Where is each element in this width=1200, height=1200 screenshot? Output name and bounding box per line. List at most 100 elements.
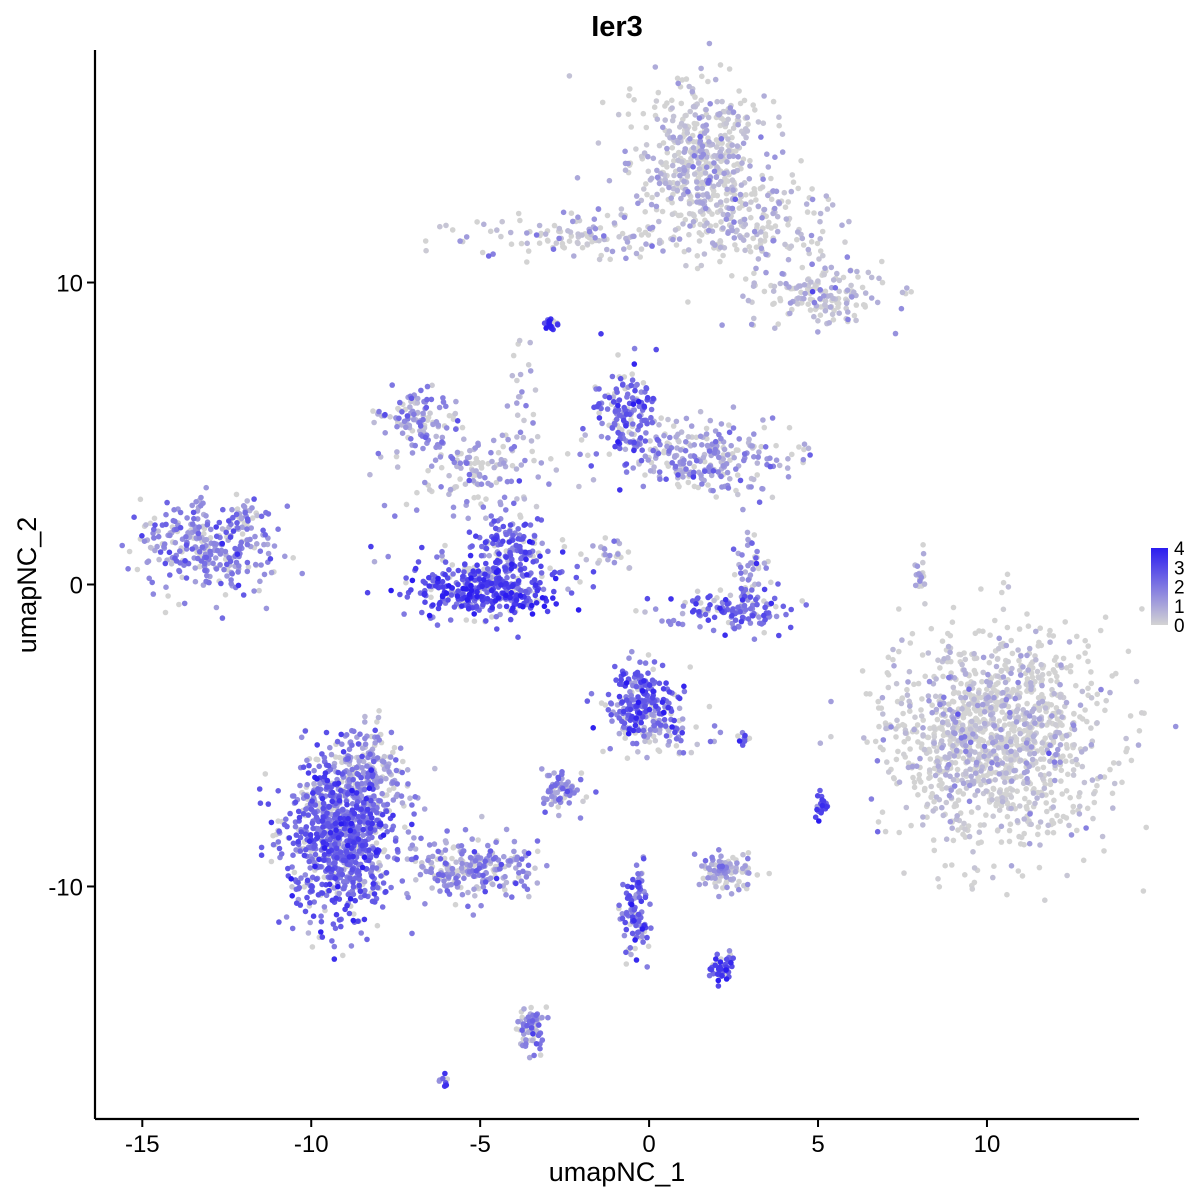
data-point	[646, 731, 653, 738]
data-point	[656, 218, 662, 225]
data-point	[548, 801, 555, 808]
data-point	[488, 482, 494, 489]
data-point	[751, 186, 757, 192]
data-point	[915, 680, 922, 687]
data-point	[450, 504, 457, 511]
data-point	[643, 124, 650, 131]
data-point	[896, 606, 902, 612]
data-point	[1013, 719, 1020, 725]
data-point	[717, 244, 724, 251]
data-point	[747, 157, 753, 164]
data-point	[374, 922, 381, 929]
data-point	[1090, 815, 1096, 822]
data-point	[580, 798, 586, 805]
data-point	[751, 270, 757, 277]
data-point	[1037, 625, 1043, 631]
data-point	[991, 863, 997, 869]
data-point	[633, 193, 640, 199]
data-point	[759, 184, 766, 190]
data-point	[745, 297, 752, 304]
data-point	[1003, 770, 1009, 776]
data-point	[751, 228, 758, 235]
data-point	[736, 878, 742, 885]
data-point	[253, 541, 260, 547]
data-point	[685, 434, 692, 440]
data-point	[703, 164, 710, 170]
data-point	[992, 617, 998, 624]
data-point	[494, 227, 500, 233]
data-point	[1009, 665, 1015, 672]
data-point	[682, 447, 689, 454]
data-point	[590, 543, 596, 549]
data-point	[434, 877, 441, 884]
data-point	[835, 304, 841, 311]
data-point	[533, 503, 540, 510]
data-point	[736, 205, 743, 211]
data-point	[538, 570, 545, 576]
data-point	[990, 748, 997, 754]
data-point	[454, 449, 461, 456]
data-point	[1048, 702, 1055, 708]
data-point	[1008, 778, 1015, 784]
data-point	[1049, 713, 1055, 719]
data-point	[918, 713, 925, 719]
data-point	[578, 770, 585, 776]
data-point	[995, 645, 1002, 652]
data-point	[899, 721, 906, 728]
data-point	[924, 814, 930, 820]
data-point	[758, 443, 764, 450]
data-point	[374, 755, 381, 761]
data-point	[768, 579, 774, 586]
data-point	[854, 268, 860, 275]
data-point	[349, 766, 356, 773]
data-point	[354, 781, 361, 787]
data-point	[212, 555, 219, 561]
data-point	[975, 777, 981, 784]
data-point	[942, 862, 948, 869]
data-point	[659, 208, 666, 215]
data-point	[462, 826, 469, 833]
data-point	[608, 700, 614, 706]
data-point	[449, 562, 456, 568]
data-point	[905, 735, 911, 742]
data-point	[708, 472, 715, 479]
data-point	[628, 951, 634, 958]
data-point	[439, 553, 445, 559]
data-point	[311, 767, 317, 774]
data-point	[962, 694, 969, 701]
data-point	[437, 223, 443, 230]
data-point	[962, 826, 968, 832]
data-point	[1101, 774, 1108, 780]
data-point	[742, 221, 749, 228]
data-point	[730, 169, 737, 175]
data-point	[920, 822, 926, 828]
data-point	[730, 109, 737, 115]
data-point	[790, 179, 797, 185]
data-point	[428, 463, 435, 470]
data-point	[705, 114, 712, 121]
data-point	[644, 191, 650, 198]
data-point	[731, 235, 738, 241]
data-point	[974, 702, 981, 709]
data-point	[290, 555, 297, 561]
data-point	[760, 176, 766, 182]
data-point	[183, 546, 190, 552]
data-point	[808, 279, 814, 285]
data-point	[379, 790, 386, 797]
data-point	[973, 655, 980, 661]
data-point	[367, 471, 373, 478]
data-point	[746, 206, 752, 213]
data-point	[716, 858, 723, 865]
data-point	[509, 372, 516, 379]
data-point	[732, 242, 738, 248]
data-point	[715, 469, 721, 475]
data-point	[249, 515, 256, 521]
data-point	[761, 424, 768, 431]
data-point	[981, 743, 988, 750]
data-point	[719, 484, 725, 490]
data-point	[761, 93, 767, 99]
data-point	[679, 77, 686, 83]
data-point	[537, 1052, 544, 1058]
data-point	[436, 404, 443, 411]
data-point	[988, 792, 995, 798]
